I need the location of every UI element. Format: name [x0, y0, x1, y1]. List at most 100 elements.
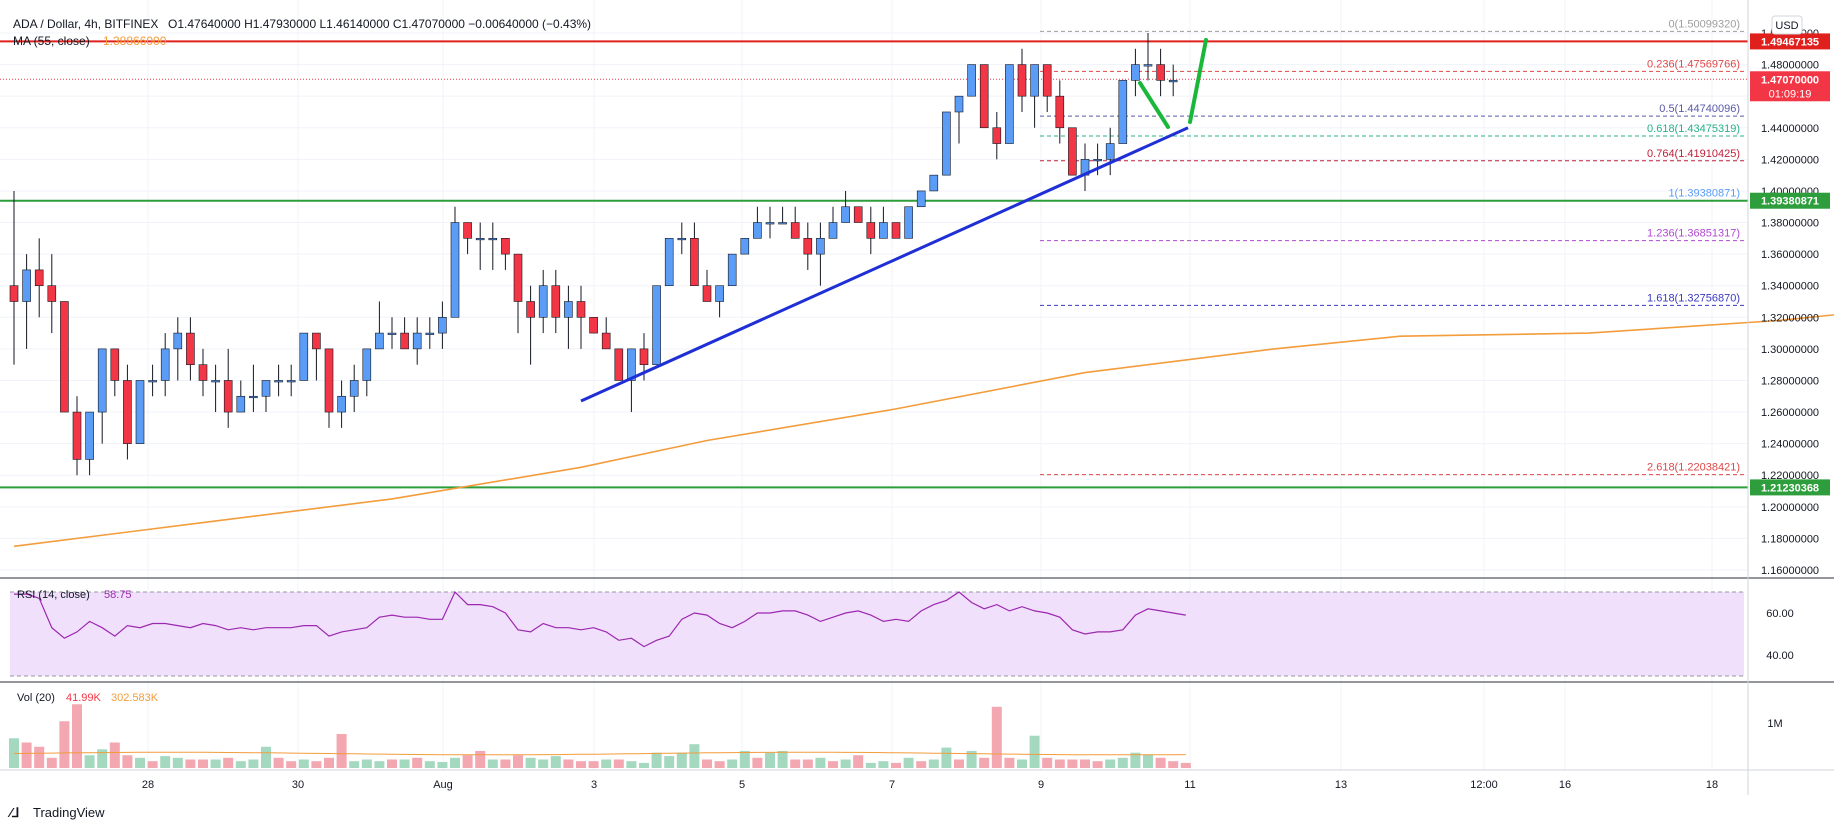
volume-bar — [727, 759, 738, 768]
tradingview-logo[interactable]: ⁄⅃ TradingView — [7, 805, 105, 820]
candle-body — [110, 348, 120, 381]
volume-bar — [891, 762, 901, 768]
candle — [85, 411, 94, 476]
candle — [677, 222, 687, 255]
candle-body — [475, 238, 485, 241]
candle — [337, 380, 346, 428]
candle — [362, 348, 372, 397]
volume-axis-tick: 1M — [1767, 718, 1782, 730]
candle-body — [186, 332, 195, 365]
volume-bar — [1004, 757, 1015, 768]
volume-bar — [210, 759, 221, 768]
candle-body — [954, 95, 964, 113]
volume-ma-value: 302.583K — [111, 692, 159, 704]
time-axis-tick: 30 — [292, 779, 304, 791]
price-axis-tick: 1.18000000 — [1761, 533, 1819, 545]
candle-body — [677, 238, 687, 241]
candle-body — [715, 285, 724, 302]
volume-bar — [437, 762, 448, 768]
candle-body — [34, 269, 44, 287]
currency-button[interactable] — [1771, 15, 1803, 35]
candle-body — [765, 222, 775, 225]
volume-bar — [1168, 761, 1179, 768]
candle-body — [576, 301, 586, 318]
volume-bar — [601, 759, 612, 768]
price-axis-tick: 1.16000000 — [1761, 565, 1819, 577]
candle-body — [299, 332, 309, 381]
candle-body — [828, 222, 838, 239]
candle-body — [148, 380, 157, 383]
candle-body — [601, 332, 611, 350]
volume-bar — [1130, 752, 1141, 768]
candle — [1055, 80, 1065, 144]
volume-bar — [475, 751, 486, 768]
volume-bar — [1092, 761, 1103, 768]
candle-body — [72, 411, 82, 460]
time-axis-tick: 13 — [1335, 779, 1347, 791]
volume-bar — [613, 759, 624, 768]
candle — [513, 253, 523, 334]
candle — [186, 317, 195, 381]
candle-body — [286, 380, 296, 383]
volume-bar — [122, 755, 133, 768]
candle-body — [236, 395, 246, 413]
candle-body — [85, 411, 94, 460]
volume-bar — [802, 759, 813, 768]
volume-bar — [349, 761, 360, 768]
volume-bar — [815, 757, 826, 768]
price-badge — [1750, 33, 1830, 50]
ma-indicator-label[interactable]: MA (55, close) — [13, 34, 90, 48]
rsi-indicator-value: 58.75 — [104, 589, 132, 601]
rsi-indicator-label[interactable]: RSI (14, close) — [17, 589, 90, 601]
time-axis-tick: 7 — [889, 779, 895, 791]
volume-bar — [702, 759, 712, 768]
candle — [1168, 64, 1178, 97]
price-badge — [1750, 71, 1830, 102]
volume-bar — [109, 742, 120, 768]
volume-bar — [223, 757, 234, 768]
projection-arrow-up — [1188, 38, 1208, 124]
candle — [727, 253, 737, 287]
candle-body — [753, 222, 762, 239]
volume-bar — [651, 752, 662, 768]
volume-bar — [34, 746, 45, 768]
candle — [853, 206, 863, 223]
candle — [614, 348, 624, 381]
volume-bar — [954, 759, 964, 768]
ma-line-group — [13, 314, 1834, 548]
candle — [1105, 127, 1115, 176]
volume-bar — [966, 751, 977, 768]
volume-bar — [525, 757, 536, 768]
candle-body — [627, 348, 636, 381]
volume-bar — [588, 761, 599, 768]
candle-body — [387, 332, 397, 335]
candle — [375, 301, 384, 350]
candle — [816, 222, 825, 286]
candle — [753, 206, 762, 239]
fib-level-label: 1.236(1.36851317) — [1647, 228, 1740, 240]
symbol-title[interactable]: ADA / Dollar, 4h, BITFINEX — [13, 17, 158, 31]
volume-bar — [361, 759, 372, 768]
price-axis-tick: 1.38000000 — [1761, 218, 1819, 230]
ma55-line — [13, 314, 1834, 548]
candle-body — [1017, 64, 1027, 97]
volume-bar — [828, 761, 838, 768]
volume-bar — [336, 734, 347, 768]
volume-bar — [550, 756, 561, 768]
volume-bar — [840, 759, 851, 768]
volume-bar — [676, 752, 687, 768]
candle — [312, 332, 321, 381]
volume-bar — [46, 757, 57, 768]
volume-bar — [198, 759, 208, 768]
candle — [891, 222, 901, 239]
candle — [1005, 64, 1014, 144]
volume-indicator-label[interactable]: Vol (20) — [17, 692, 55, 704]
candle-body — [211, 380, 220, 383]
candle-body — [312, 332, 321, 350]
candle-body — [664, 238, 674, 287]
volume-bar — [84, 755, 95, 768]
candle — [904, 206, 913, 239]
fib-level-label: 0.236(1.47569766) — [1647, 58, 1740, 70]
